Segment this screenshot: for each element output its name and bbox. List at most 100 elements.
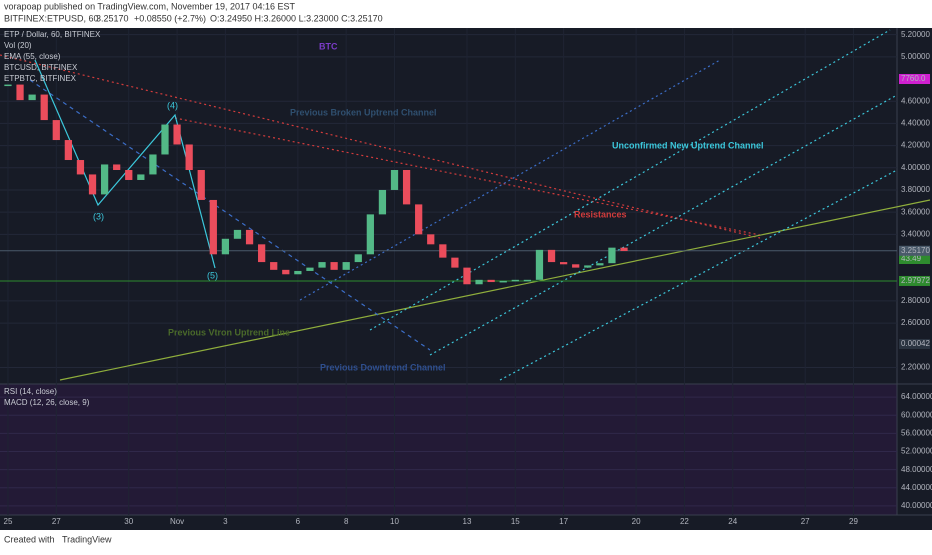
badge [899,339,930,349]
candle [4,84,12,87]
annotation: Unconfirmed New Uptrend Channel [612,140,764,150]
candle [306,267,314,271]
y2-tick-label: 52.00000 [901,447,932,456]
indicator-pane [0,384,897,515]
candle [523,279,532,282]
candle [330,262,338,270]
y-tick-label: 2.80000 [901,296,930,305]
candle [40,94,48,121]
trend-line [429,94,898,356]
x-tick-label: 22 [680,517,689,526]
candle [390,170,399,190]
trend-line [369,29,891,331]
candle [318,262,326,268]
header-bar [0,0,932,28]
x-tick-label: 29 [849,517,858,526]
trend-line [29,79,431,351]
y-tick-label: 4.60000 [901,96,930,105]
candle [125,170,133,180]
y-tick-label: 2.60000 [901,318,930,327]
wave-label: (3) [93,211,104,221]
drawings [0,29,931,381]
candle [620,247,628,251]
trend-line [59,199,931,381]
candle [415,204,423,235]
candle [161,124,169,155]
candle [197,170,205,200]
candle [209,199,217,255]
candle [173,124,181,145]
candle [596,263,604,266]
badge-label: 43.49 [901,254,922,263]
y-tick-label: 4.00000 [901,163,930,172]
y2-tick-label: 48.00000 [901,465,932,474]
badge-label: 2.97972 [901,276,930,285]
footer-text: Created with [4,534,55,544]
candle [76,160,85,175]
trend-line [299,59,721,301]
y-tick-label: 3.40000 [901,229,930,238]
candle [427,234,435,245]
x-tick-label: 27 [52,517,61,526]
candle [354,254,362,263]
candle [52,120,60,141]
candle [559,262,568,265]
legend-item: RSI (14, close) [4,387,57,396]
legend-item: BTCUSD, BITFINEX [4,63,78,72]
x-tick-label: 27 [801,517,810,526]
annotation: BTC [319,41,338,51]
symbol: BITFINEX:ETPUSD, 60 [4,13,99,23]
candle [221,238,230,255]
x-tick-label: 6 [296,517,301,526]
y-tick-label: 4.20000 [901,141,930,150]
x-tick-label: 13 [463,517,472,526]
y-tick-label: 5.00000 [901,52,930,61]
candle [402,170,411,205]
candle [378,189,387,215]
candle [499,280,507,283]
x-tick-label: 10 [390,517,399,526]
annotation: Previous Downtrend Channel [320,362,446,372]
y2-tick-label: 40.00000 [901,501,932,510]
badge-label: 3.25170 [901,246,930,255]
badge-label: 0.00042 [901,339,930,348]
y2-tick-label: 56.00000 [901,428,932,437]
trend-line [0,54,761,239]
y2-tick-label: 60.00000 [901,410,932,419]
wave-label: (5) [207,270,218,280]
candle [451,257,459,268]
x-tick-label: 15 [511,517,520,526]
footer-brand: TradingView [62,534,112,544]
candle [463,267,471,285]
annotation: Previous Broken Uptrend Channel [290,107,437,117]
y2-tick-label: 44.00000 [901,483,932,492]
badge [899,74,930,84]
candle [185,144,193,170]
last-price: 3.25170 [96,13,129,23]
annotation: Previous Vtron Uptrend Line [168,327,290,337]
x-tick-label: Nov [170,517,184,526]
candle [547,249,556,263]
candle [608,247,616,264]
y-tick-label: 3.60000 [901,207,930,216]
x-tick-label: 30 [124,517,133,526]
candle [233,229,242,239]
publisher: vorapoap published on TradingView.com, N… [4,1,296,11]
candle [16,84,24,101]
candle [572,264,580,268]
candle [149,154,157,175]
x-tick-label: 24 [728,517,737,526]
legend-item: EMA (55, close) [4,52,61,61]
footer [0,530,932,550]
change: +0.08550 (+2.7%) [134,13,206,23]
candle [439,244,447,258]
x-tick-label: 17 [559,517,568,526]
ohlc: O:3.24950 H:3.26000 L:3.23000 C:3.25170 [210,13,383,23]
y2-tick-label: 64.00000 [901,392,932,401]
x-tick-label: 3 [223,517,228,526]
y-tick-label: 5.20000 [901,30,930,39]
candle [511,279,519,282]
x-tick-label: 8 [344,517,349,526]
candle [28,94,36,101]
y-tick-label: 4.40000 [901,119,930,128]
